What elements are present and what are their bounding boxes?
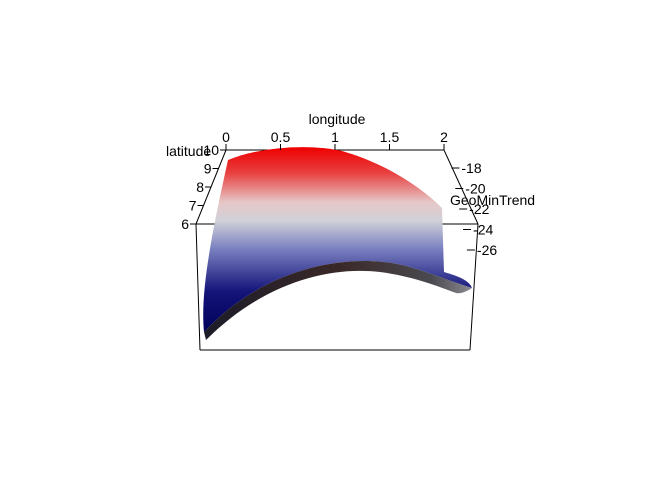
y-tick-label: 6 — [181, 216, 189, 232]
surface-top — [203, 147, 473, 332]
y-tick-label: 8 — [196, 179, 204, 195]
x-tick-label: 1.5 — [380, 129, 400, 145]
x-axis-label: longitude — [309, 111, 366, 127]
y-tick-label: 10 — [203, 142, 219, 158]
y-tick-label: 7 — [189, 198, 197, 214]
y-tick-label: 9 — [204, 161, 212, 177]
z-axis-label: GeoMinTrend — [450, 192, 535, 208]
y-axis-ticks: 67 89 10 — [181, 142, 226, 232]
x-tick-label: 2 — [440, 129, 448, 145]
x-axis-ticks: 0 0.5 1 1.5 2 — [222, 129, 448, 150]
z-tick-label: -26 — [477, 242, 497, 258]
z-tick-label: -20 — [465, 181, 485, 197]
x-tick-label: 0 — [222, 129, 230, 145]
surface — [203, 147, 473, 340]
box-edge-back-right — [443, 149, 479, 225]
box-edge-front-right — [469, 223, 479, 351]
x-tick-label: 0.5 — [271, 129, 291, 145]
z-tick-label: -18 — [461, 160, 481, 176]
x-tick-label: 1 — [331, 129, 339, 145]
z-tick-label: -24 — [473, 222, 493, 238]
y-axis-label: latitude — [166, 143, 211, 159]
z-tick-label: -22 — [469, 201, 489, 217]
box-edge-front-left — [195, 223, 201, 351]
z-axis-ticks: -18 -20 -22 -24 -26 — [451, 160, 497, 258]
box-front-edges — [195, 223, 479, 351]
